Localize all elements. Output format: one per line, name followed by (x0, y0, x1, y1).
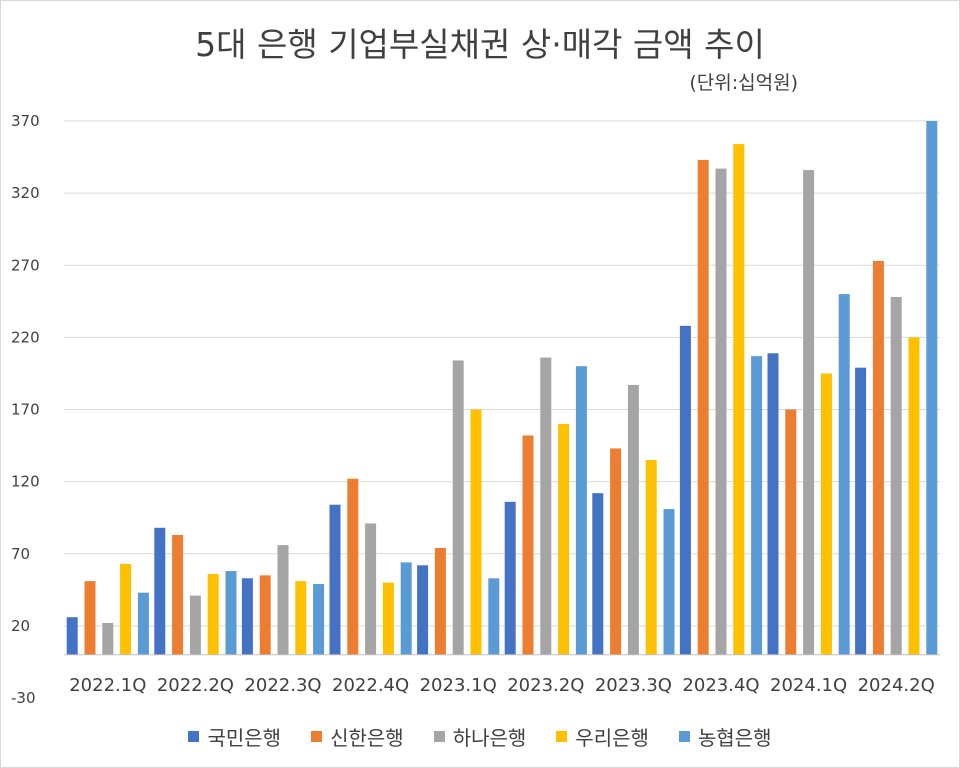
legend-item: 우리은행 (556, 722, 649, 751)
legend-swatch (556, 731, 568, 742)
y-tick-label: 220 (11, 328, 40, 346)
bar-국민은행-2024.1Q (767, 353, 779, 655)
bar-신한은행-2023.4Q (697, 159, 709, 655)
bar-하나은행-2023.1Q (452, 360, 464, 655)
x-tick-label: 2024.1Q (770, 675, 847, 696)
x-tick-label: 2023.4Q (682, 675, 759, 696)
bar-농협은행-2022.1Q (137, 592, 149, 655)
chart-title: 5대 은행 기업부실채권 상·매각 금액 추이 (195, 25, 765, 64)
bar-우리은행-2022.3Q (295, 581, 307, 655)
x-tick-label: 2022.4Q (332, 675, 409, 696)
bar-하나은행-2022.1Q (102, 622, 114, 655)
bar-국민은행-2024.2Q (855, 367, 867, 655)
bar-국민은행-2022.3Q (241, 578, 253, 655)
bar-신한은행-2022.4Q (347, 478, 359, 655)
bar-농협은행-2023.1Q (488, 578, 500, 655)
bar-우리은행-2024.1Q (820, 373, 832, 655)
x-tick-label: 2022.2Q (157, 675, 234, 696)
bar-신한은행-2022.3Q (259, 575, 271, 655)
legend-item: 농협은행 (678, 722, 772, 751)
y-tick-label: -30 (11, 689, 36, 707)
bar-우리은행-2022.2Q (207, 573, 219, 655)
bar-하나은행-2022.2Q (189, 595, 201, 655)
bar-신한은행-2024.2Q (872, 260, 884, 655)
bar-신한은행-2022.2Q (172, 534, 184, 655)
bar-하나은행-2023.4Q (715, 168, 727, 655)
legend-label: 우리은행 (575, 726, 649, 750)
bar-국민은행-2022.2Q (154, 527, 166, 655)
legend-item: 하나은행 (433, 722, 527, 751)
bar-농협은행-2022.2Q (225, 571, 237, 655)
bar-국민은행-2023.4Q (679, 325, 691, 655)
bar-국민은행-2023.2Q (504, 501, 516, 655)
bar-하나은행-2022.4Q (365, 523, 377, 655)
bar-하나은행-2024.1Q (803, 170, 815, 655)
y-tick-label: 70 (11, 545, 30, 563)
bar-우리은행-2024.2Q (908, 337, 920, 655)
bar-국민은행-2022.1Q (66, 617, 78, 655)
x-tick-label: 2023.3Q (595, 675, 672, 696)
y-tick-label: 170 (11, 401, 40, 419)
chart-subtitle: (단위:십억원) (689, 72, 798, 94)
legend-swatch (188, 731, 200, 742)
bar-우리은행-2023.3Q (645, 459, 657, 655)
legend-label: 하나은행 (452, 726, 527, 750)
bar-국민은행-2023.1Q (417, 565, 429, 655)
x-tick-label: 2024.2Q (858, 675, 935, 696)
bar-하나은행-2023.2Q (540, 357, 552, 655)
legend-label: 농협은행 (697, 726, 772, 750)
legend-item: 신한은행 (311, 722, 404, 751)
chart-legend: 국민은행 신한은행 하나은행 우리은행 농협은행 (0, 722, 960, 751)
bar-우리은행-2023.4Q (733, 144, 745, 655)
legend-label: 신한은행 (330, 726, 404, 750)
bar-신한은행-2023.2Q (522, 435, 534, 655)
legend-item: 국민은행 (188, 722, 281, 751)
bar-하나은행-2023.3Q (627, 384, 639, 655)
y-tick-label: 270 (11, 256, 40, 274)
bar-국민은행-2023.3Q (592, 493, 604, 655)
bar-우리은행-2023.2Q (558, 423, 570, 655)
bar-하나은행-2022.3Q (277, 545, 289, 655)
y-tick-label: 20 (11, 617, 30, 635)
legend-label: 국민은행 (207, 726, 282, 750)
bar-농협은행-2023.3Q (663, 509, 675, 655)
legend-swatch (433, 731, 445, 742)
y-tick-label: 320 (11, 184, 40, 202)
bar-우리은행-2023.1Q (470, 409, 482, 655)
bar-신한은행-2022.1Q (84, 581, 96, 655)
bar-국민은행-2022.4Q (329, 504, 341, 655)
bar-농협은행-2024.1Q (838, 294, 850, 655)
bar-농협은행-2022.3Q (313, 584, 325, 655)
x-tick-label: 2022.3Q (244, 675, 321, 696)
x-tick-label: 2023.1Q (420, 675, 497, 696)
x-tick-label: 2022.1Q (69, 675, 146, 696)
bar-신한은행-2023.3Q (610, 448, 622, 655)
x-tick-label: 2023.2Q (507, 675, 584, 696)
bar-우리은행-2022.4Q (382, 582, 394, 655)
bar-농협은행-2024.2Q (926, 121, 938, 655)
bar-농협은행-2022.4Q (400, 562, 412, 655)
legend-swatch (678, 731, 690, 742)
bar-농협은행-2023.4Q (751, 356, 763, 655)
y-tick-label: 120 (11, 473, 40, 491)
bar-신한은행-2023.1Q (434, 547, 446, 655)
y-tick-label: 370 (11, 112, 40, 130)
legend-swatch (311, 731, 323, 742)
bar-농협은행-2023.2Q (575, 366, 587, 655)
bar-하나은행-2024.2Q (890, 296, 902, 655)
bar-우리은행-2022.1Q (120, 563, 132, 655)
bar-신한은행-2024.1Q (785, 409, 797, 655)
